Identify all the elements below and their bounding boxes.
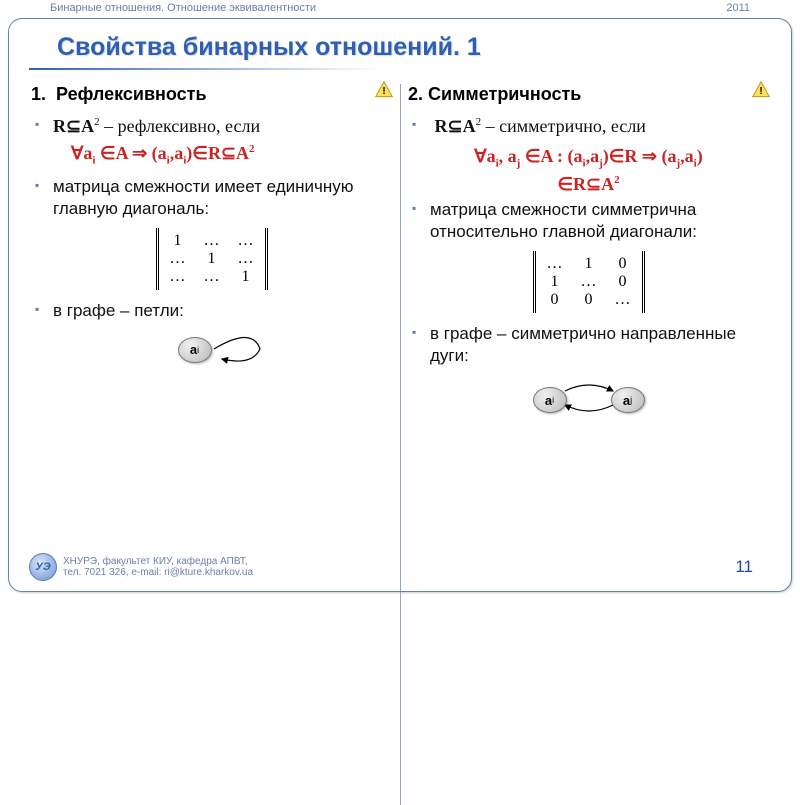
footer-line-1: ХНУРЭ, факультет КИУ, кафедра АПВТ,: [63, 556, 253, 567]
right-heading-text: Симметричность: [428, 84, 581, 104]
footer-line-2: тел. 7021 326, e-mail: ri@kture.kharkov.…: [63, 567, 253, 578]
left-heading-text: Рефлексивность: [56, 84, 207, 104]
left-heading: 1. Рефлексивность: [31, 84, 392, 105]
left-node: ai: [178, 337, 212, 363]
header-right: 2011: [726, 2, 750, 14]
page-number: 11: [735, 557, 771, 577]
title-underline: [29, 68, 379, 70]
right-node-j: aj: [611, 387, 645, 413]
right-bullet-3: в графе – симметрично направленные дуги:: [412, 323, 769, 367]
warning-icon: !: [751, 80, 771, 100]
header-left: Бинарные отношения. Отношение эквивалент…: [50, 2, 316, 14]
right-node-i: ai: [533, 387, 567, 413]
right-num: 2.: [408, 84, 423, 105]
right-bullet-2: матрица смежности симметрична относитель…: [412, 199, 769, 243]
slide-title: Свойства бинарных отношений. 1: [9, 19, 791, 68]
left-matrix: 1…… …1… ……1: [31, 228, 392, 290]
warning-icon: !: [374, 80, 394, 100]
right-formula-1: ∀ai, aj ∈A : (ai,aj)∈R ⇒ (aj,ai): [408, 146, 769, 170]
right-column: ! 2. Симметричность R⊆A2 – симметрично, …: [400, 84, 777, 425]
right-formula-2: ∈R⊆A2: [408, 174, 769, 195]
slide-frame: Свойства бинарных отношений. 1 ! 1. Рефл…: [8, 18, 792, 592]
header-bar: Бинарные отношения. Отношение эквивалент…: [0, 0, 800, 16]
left-bullet-2: матрица смежности имеет единичную главну…: [35, 176, 392, 220]
left-graph: ai: [31, 331, 392, 371]
right-graph: ai aj: [408, 375, 769, 425]
left-formula: ∀ai ∈A ⇒ (ai,ai)∈R⊆A2: [53, 142, 392, 168]
svg-text:!: !: [759, 86, 762, 97]
logo-icon: УЭ: [29, 553, 57, 581]
right-def-suffix: – симметрично, если: [481, 116, 646, 136]
left-column: ! 1. Рефлексивность R⊆A2 – рефлексивно, …: [23, 84, 400, 425]
left-def-prefix: R⊆A: [53, 116, 94, 136]
left-def-suffix: – рефлексивно, если: [100, 116, 261, 136]
columns: ! 1. Рефлексивность R⊆A2 – рефлексивно, …: [9, 84, 791, 425]
left-bullet-1: R⊆A2 – рефлексивно, если ∀ai ∈A ⇒ (ai,ai…: [35, 115, 392, 168]
footer: УЭ ХНУРЭ, факультет КИУ, кафедра АПВТ, т…: [29, 553, 771, 581]
svg-text:!: !: [382, 86, 385, 97]
left-bullet-3: в графе – петли:: [35, 300, 392, 322]
left-num: 1.: [31, 84, 46, 105]
right-matrix: …10 1…0 00…: [408, 251, 769, 313]
right-heading: 2. Симметричность: [408, 84, 769, 105]
right-def-prefix: R⊆A: [435, 116, 476, 136]
right-bullet-1: R⊆A2 – симметрично, если: [412, 115, 769, 138]
